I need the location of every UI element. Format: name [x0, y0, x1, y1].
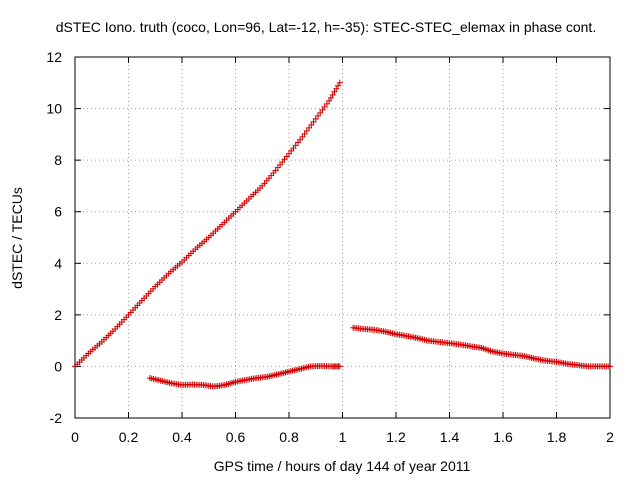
x-tick-label: 2	[606, 429, 614, 445]
x-tick-label: 1.8	[547, 429, 567, 445]
x-tick-label: 0.8	[279, 429, 299, 445]
x-tick-label: 0.4	[172, 429, 192, 445]
ticks: 0 0.2 0.4 0.6 0.8 1 1.2 1.4 1.6 1.8 2 -2 0 2 4 6 8 10 12	[46, 49, 614, 445]
y-tick-label: 0	[54, 358, 62, 374]
chart-title: dSTEC Iono. truth (coco, Lon=96, Lat=-12…	[56, 19, 596, 35]
grid	[75, 57, 610, 418]
y-tick-label: 2	[54, 307, 62, 323]
data-point	[314, 112, 321, 119]
y-axis-label: dSTEC / TECUs	[9, 187, 25, 289]
x-tick-label: 1.4	[440, 429, 460, 445]
data-point	[303, 127, 310, 134]
x-tick-label: 1.6	[493, 429, 513, 445]
y-tick-label: 10	[46, 101, 62, 117]
y-tick-label: 6	[54, 204, 62, 220]
data-point	[299, 133, 306, 140]
y-tick-label: 8	[54, 152, 62, 168]
y-tick-label: -2	[50, 410, 63, 426]
data-point	[326, 97, 333, 104]
data-series	[350, 324, 613, 370]
y-tick-label: 12	[46, 49, 62, 65]
data-series	[72, 79, 343, 370]
data-point	[336, 363, 343, 370]
plot-frame	[74, 56, 611, 419]
x-tick-label: 0.6	[226, 429, 246, 445]
data-point	[331, 88, 338, 95]
data-point	[312, 115, 319, 122]
x-tick-label: 1	[339, 429, 347, 445]
data-point	[333, 85, 340, 92]
data-point	[317, 109, 324, 116]
data-points	[72, 79, 613, 390]
data-point	[308, 121, 315, 128]
y-tick-label: 4	[54, 255, 62, 271]
data-point	[336, 79, 343, 86]
data-point	[321, 103, 328, 110]
x-axis-label: GPS time / hours of day 144 of year 2011	[214, 458, 471, 474]
x-tick-label: 0	[71, 429, 79, 445]
data-point	[319, 106, 326, 113]
x-tick-label: 0.2	[119, 429, 139, 445]
data-point	[306, 124, 313, 131]
data-point	[327, 94, 334, 101]
data-point	[323, 100, 330, 107]
data-point	[310, 118, 317, 125]
data-point	[329, 91, 336, 98]
data-point	[301, 130, 308, 137]
x-tick-label: 1.2	[386, 429, 406, 445]
data-series	[146, 362, 343, 390]
data-point	[335, 82, 342, 89]
